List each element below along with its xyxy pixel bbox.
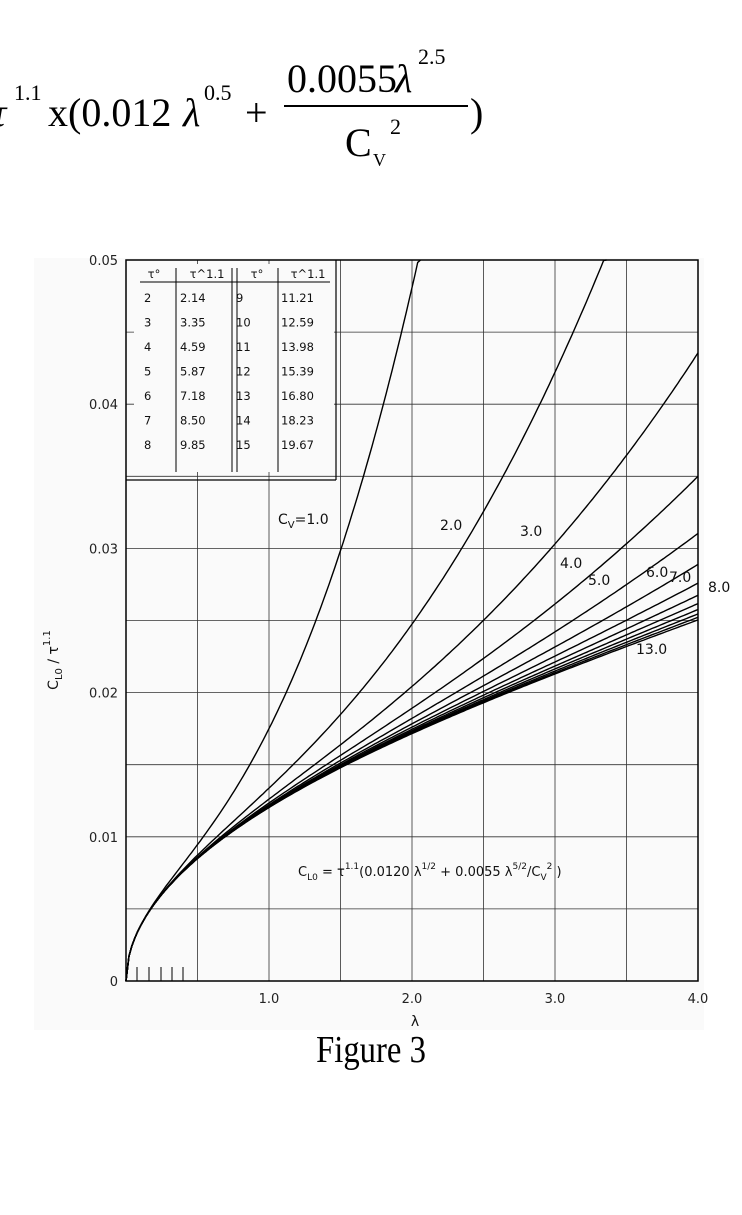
formula-lambda-1-exponent: 0.5	[204, 80, 232, 105]
x-tick-label: 2.0	[402, 992, 423, 1007]
curve-cv-1	[125, 259, 422, 982]
figure-caption: Figure 3	[316, 1029, 426, 1071]
chart: 0 0.01 0.02 0.03 0.04 0.05 1.0 2.0 3.0 4.0 CV=1.…	[34, 254, 730, 1030]
inset-table-cell: 12	[236, 365, 251, 379]
inset-table-cell: 15	[236, 438, 251, 452]
curve-label-cv-1: CV=1.0	[278, 512, 329, 531]
inset-table-cell: 9	[236, 291, 243, 305]
formula-x-open: x(0.012	[48, 90, 171, 135]
inset-table-cell: 8.50	[180, 414, 206, 428]
formula-numerator: 0.0055	[287, 56, 397, 101]
curve-label-cv-6: 6.0	[646, 565, 668, 581]
y-tick-label: 0.02	[89, 687, 118, 702]
x-axis-title: λ	[411, 1014, 419, 1030]
inset-table-header: τ°	[251, 267, 264, 281]
inset-table-cell: 14	[236, 414, 251, 428]
inset-table-cell: 16.80	[281, 389, 314, 403]
inset-table-cell: 2	[144, 291, 151, 305]
formula-tau: τ	[0, 90, 8, 135]
y-axis-title: CL0 / τ1.1	[42, 630, 65, 690]
inset-table-cell: 7	[144, 414, 151, 428]
inset-table-cell: 11	[236, 340, 251, 354]
y-axis-title-exp: 1.1	[42, 630, 53, 646]
inset-table-cell: 5	[144, 365, 151, 379]
plot-frame	[125, 259, 699, 982]
x-tick-label: 4.0	[688, 992, 709, 1007]
formula-lambda-2: λ	[394, 56, 412, 101]
inset-table-cell: 5.87	[180, 365, 206, 379]
inset-table-cell: 10	[236, 316, 251, 330]
inset-table-cell: 9.85	[180, 438, 206, 452]
inset-table: τ° τ^1.1 τ° τ^1.1 2 2.14 9 11.21 3 3.35 10 12.59 4 4.…	[126, 260, 337, 481]
y-tick-label: 0.01	[89, 831, 118, 846]
inset-table-cell: 4	[144, 340, 151, 354]
y-tick-label: 0	[110, 975, 118, 990]
inset-table-cell: 4.59	[180, 340, 206, 354]
inset-table-cell: 13.98	[281, 340, 314, 354]
chart-formula-note: CL0 = τ1.1(0.0120 λ1/2 + 0.0055 λ5/2/CV2…	[298, 862, 562, 883]
y-tick-label: 0.05	[89, 254, 118, 269]
curve-label-cv-4: 4.0	[560, 556, 582, 572]
formula-plus: +	[245, 90, 268, 135]
y-axis-title-c: C	[46, 680, 62, 690]
formula-lambda-1: λ	[182, 90, 200, 135]
curves	[125, 259, 699, 982]
curve-label-cv-7: 7.0	[669, 570, 691, 586]
curve-label-cv-5: 5.0	[588, 573, 610, 589]
inset-table-header: τ°	[148, 267, 161, 281]
x-tick-label: 3.0	[545, 992, 566, 1007]
y-axis-title-slash: / τ	[46, 646, 62, 668]
formula-denominator-exponent: 2	[390, 114, 401, 139]
inset-table-cell: 7.18	[180, 389, 206, 403]
curve-label-cv-2: 2.0	[440, 518, 462, 534]
inset-table-cell: 19.67	[281, 438, 314, 452]
y-tick-label: 0.04	[89, 398, 118, 413]
inset-table-header: τ^1.1	[291, 267, 326, 281]
curve-label-cv-3: 3.0	[520, 524, 542, 540]
y-axis-ticks: 0 0.01 0.02 0.03 0.04 0.05	[89, 254, 118, 990]
formula-denominator-subscript: V	[373, 150, 386, 170]
curve-label-cv-8: 8.0	[708, 580, 730, 596]
curve-cv-2	[125, 259, 607, 982]
y-axis-title-sub: L0	[54, 668, 65, 680]
formula-tau-exponent: 1.1	[14, 80, 42, 105]
inset-table-cell: 11.21	[281, 291, 314, 305]
inset-table-cell: 18.23	[281, 414, 314, 428]
inset-table-cell: 3	[144, 316, 151, 330]
formula-denominator-c: C	[345, 120, 372, 165]
formula: τ 1.1 x(0.012 λ 0.5 + 0.0055 λ 2.5 C V 2…	[0, 44, 483, 170]
x-axis-ticks: 1.0 2.0 3.0 4.0	[259, 992, 709, 1007]
curve-cv-13	[125, 619, 699, 982]
curve-label-cv-13: 13.0	[636, 642, 667, 658]
x-tick-label: 1.0	[259, 992, 280, 1007]
inset-table-cell: 12.59	[281, 316, 314, 330]
curve-cv-3	[125, 352, 699, 982]
formula-lambda-2-exponent: 2.5	[418, 44, 446, 69]
inset-table-cell: 8	[144, 438, 151, 452]
y-tick-label: 0.03	[89, 542, 118, 557]
inset-table-cell: 13	[236, 389, 251, 403]
curve-labels: CV=1.0 2.0 3.0 4.0 5.0 6.0 7.0 8.0 13.0	[278, 512, 730, 658]
inset-table-cell: 15.39	[281, 365, 314, 379]
inset-table-cell: 6	[144, 389, 151, 403]
inset-table-cell: 2.14	[180, 291, 206, 305]
inset-table-header: τ^1.1	[190, 267, 225, 281]
inset-table-cell: 3.35	[180, 316, 206, 330]
inset-table-bg	[134, 264, 334, 472]
formula-close-paren: )	[470, 90, 483, 135]
